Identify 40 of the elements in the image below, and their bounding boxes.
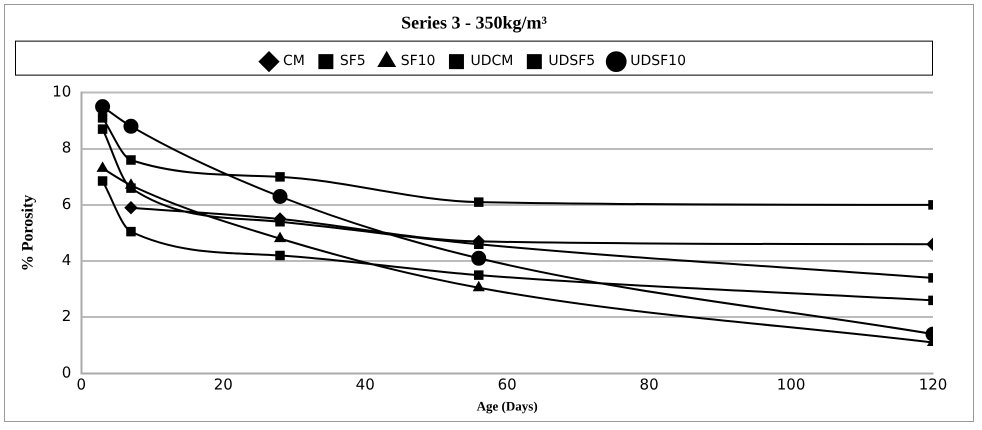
- point: [473, 281, 484, 292]
- chart-title: Series 3 - 350kg/m³: [401, 12, 548, 32]
- x-axis-title: Age (Days): [476, 398, 538, 414]
- y-tick-label: 2: [62, 307, 72, 326]
- y-tick-label: 8: [62, 138, 72, 157]
- x-tick-label: 40: [356, 375, 375, 394]
- point: [126, 226, 136, 236]
- point: [274, 232, 286, 242]
- x-tick-label: 120: [918, 375, 948, 394]
- point: [474, 197, 484, 207]
- point: [124, 201, 138, 214]
- legend-label: SF5: [340, 53, 366, 70]
- x-tick-label: 100: [776, 375, 806, 394]
- point: [126, 183, 136, 193]
- point: [95, 99, 110, 114]
- point: [98, 124, 108, 134]
- x-tick-label: 60: [498, 375, 517, 394]
- y-tick-label: 4: [62, 250, 72, 269]
- y-tick-label: 10: [52, 82, 72, 100]
- legend-label: UDSF10: [630, 53, 686, 70]
- legend-label: UDSF5: [548, 53, 596, 70]
- y-tick-label: 0: [62, 363, 72, 382]
- point: [123, 118, 138, 134]
- legend-label: CM: [283, 53, 305, 70]
- point: [474, 270, 484, 280]
- point: [98, 113, 108, 123]
- point: [272, 188, 288, 204]
- point: [98, 176, 108, 186]
- point: [126, 155, 136, 165]
- point: [275, 172, 285, 182]
- point: [275, 250, 285, 260]
- x-tick-label: 0: [76, 375, 86, 394]
- x-tick-label: 80: [640, 375, 659, 394]
- legend-label: UDCM: [470, 53, 514, 70]
- y-axis-title: % Porosity: [20, 194, 37, 272]
- x-tick-label: 20: [214, 375, 233, 394]
- point: [471, 250, 486, 266]
- y-tick-label: 6: [62, 194, 72, 213]
- legend-label: SF10: [400, 53, 436, 70]
- point: [275, 217, 285, 227]
